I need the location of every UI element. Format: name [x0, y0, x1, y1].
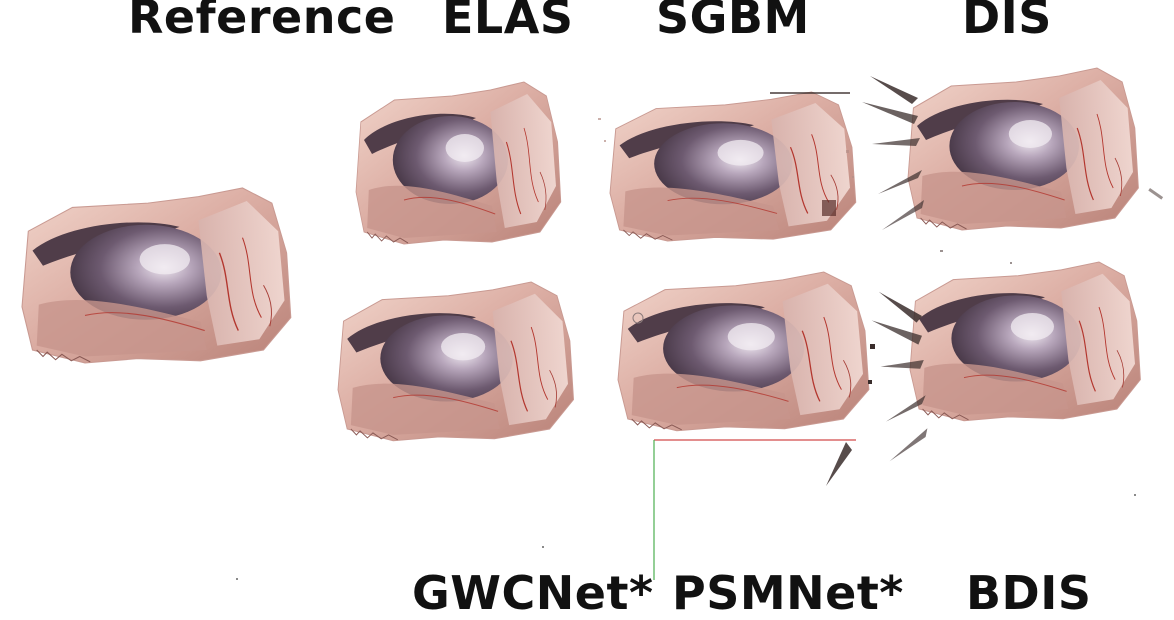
label-sgbm: SGBM: [656, 0, 810, 44]
label-reference: Reference: [128, 0, 396, 44]
gwcnet-reconstruction: [337, 281, 575, 442]
label-bdis: BDIS: [966, 566, 1092, 620]
reference-reconstruction: [21, 187, 292, 364]
bdis-reconstruction: [871, 261, 1142, 462]
label-gwcnet: GWCNet*: [412, 566, 654, 620]
psmnet-reconstruction: [617, 271, 875, 580]
stray-points: [236, 494, 1136, 580]
sgbm-reconstruction: [598, 91, 857, 242]
label-psmnet: PSMNet*: [672, 566, 904, 620]
elas-reconstruction: [355, 81, 562, 245]
dis-reconstruction: [862, 67, 1164, 264]
label-elas: ELAS: [442, 0, 574, 44]
label-dis: DIS: [962, 0, 1052, 44]
